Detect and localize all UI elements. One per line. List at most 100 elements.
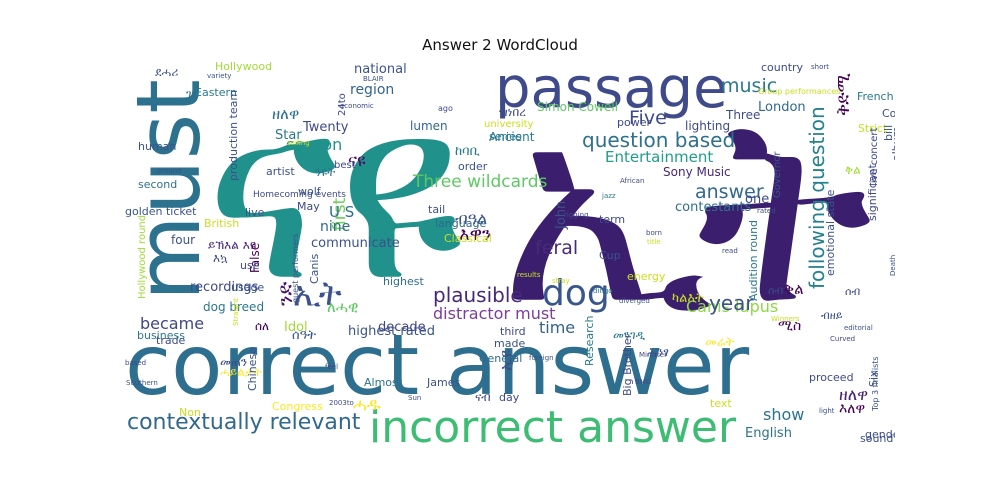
word-132: text xyxy=(710,397,732,410)
word-66: እዋን xyxy=(459,224,492,245)
word-99: language xyxy=(435,217,487,230)
word-41: dog breed xyxy=(203,300,265,314)
word-147: Death xyxy=(889,254,895,276)
word-56: ለሓዊ xyxy=(327,298,359,316)
word-84: British xyxy=(204,217,240,230)
word-35: U S xyxy=(329,203,355,221)
word-160: around xyxy=(157,167,182,175)
word-93: Congress xyxy=(272,400,323,413)
word-114: Research xyxy=(583,315,596,366)
word-92: Non xyxy=(179,406,201,419)
word-16: Entertainment xyxy=(605,148,714,166)
word-110: Almost xyxy=(364,376,403,389)
word-121: Governor xyxy=(772,151,783,198)
word-62: መሬት xyxy=(705,335,735,350)
word-78: ገዛ xyxy=(186,87,199,101)
word-18: time xyxy=(539,318,576,337)
word-148: dingo xyxy=(593,287,613,295)
word-150: African xyxy=(620,177,645,185)
word-153: BLAIR xyxy=(363,75,384,83)
word-134: Hollywood round xyxy=(137,214,148,299)
word-42: recordings xyxy=(190,280,259,295)
word-172: selling xyxy=(287,139,310,147)
word-154: variety xyxy=(207,72,232,80)
word-143: diverged xyxy=(619,297,650,305)
word-49: Sony Music xyxy=(663,165,731,179)
word-3: passage xyxy=(495,61,728,121)
word-64: መንገዲ xyxy=(613,328,646,342)
word-5: incorrect answer xyxy=(369,402,737,447)
word-155: short xyxy=(811,63,829,71)
word-175: ሰብ xyxy=(845,285,861,298)
word-89: trade xyxy=(156,334,186,347)
word-171: Winners xyxy=(771,315,800,323)
word-38: Idol xyxy=(284,320,308,335)
word-86: live xyxy=(245,206,265,219)
word-116: country xyxy=(761,61,804,74)
word-145: editorial xyxy=(844,324,873,332)
word-127: Audition round xyxy=(747,219,760,301)
word-39: decade xyxy=(378,320,426,335)
word-104: term xyxy=(599,213,626,226)
word-144: Minister xyxy=(639,351,667,359)
word-2: correct answer xyxy=(125,316,750,414)
word-58: ሚስ xyxy=(778,318,802,334)
word-164: based xyxy=(125,359,147,367)
word-57: ሰለ xyxy=(255,319,270,333)
word-170: results xyxy=(517,271,541,279)
word-174: ሰብ xyxy=(768,284,784,297)
word-109: General xyxy=(479,352,523,365)
word-100: Classical xyxy=(444,232,492,245)
word-94: artist xyxy=(266,165,295,178)
word-11: ኢት xyxy=(293,274,342,314)
word-108: made xyxy=(494,337,526,350)
word-20: Five xyxy=(629,107,667,129)
word-52: lumen xyxy=(410,119,448,133)
word-72: ይኽእል እዩ xyxy=(208,238,256,252)
word-55: ሰዓት xyxy=(292,328,317,343)
word-73: እኳ xyxy=(213,251,228,265)
word-51: Simon Cowell xyxy=(537,100,618,114)
word-71: ናብ xyxy=(475,390,491,404)
word-168: Straight xyxy=(232,298,240,326)
word-96: May xyxy=(297,200,320,213)
word-1: ኢት xyxy=(500,61,873,362)
word-53: lighting xyxy=(685,119,731,133)
word-119: Strict xyxy=(858,122,888,135)
word-23: feral xyxy=(535,237,579,259)
word-152: economic xyxy=(340,102,374,110)
word-88: usage xyxy=(231,281,265,294)
word-98: tail xyxy=(428,203,446,216)
word-159: rated xyxy=(757,207,776,215)
word-130: gender xyxy=(865,428,895,441)
word-83: golden ticket xyxy=(125,205,197,218)
word-48: contestants xyxy=(675,200,752,215)
word-91: Chinese xyxy=(246,347,259,391)
word-22: season xyxy=(286,135,343,154)
word-90: business xyxy=(137,329,185,342)
word-54: ሓዱ xyxy=(353,395,381,415)
word-126: significant xyxy=(866,164,879,221)
word-77: ደሓሪ xyxy=(155,65,179,79)
word-140: Group performances xyxy=(758,87,841,96)
word-29: ዘለዋ xyxy=(839,385,869,404)
word-157: born xyxy=(646,229,662,237)
word-169: stray xyxy=(552,277,570,285)
word-105: Cup xyxy=(599,249,621,262)
word-cloud: ናዩ ኢት correct answer passage must incorrect a… xyxy=(125,61,895,446)
word-80: Eastern xyxy=(195,86,237,99)
word-13: Three wildcards xyxy=(413,172,548,192)
word-43: four xyxy=(171,233,196,247)
word-95: wolf xyxy=(298,185,321,198)
word-27: ዘለዋ xyxy=(272,105,300,123)
word-25: ናዩ xyxy=(348,151,366,171)
word-21: music xyxy=(721,75,778,97)
word-15: Canis lupus xyxy=(686,297,779,316)
word-166: BMG xyxy=(635,378,652,386)
word-176: ብዘይ xyxy=(821,309,843,322)
word-7: contextually relevant xyxy=(127,410,361,435)
word-146: Curved xyxy=(830,335,856,343)
word-135: highest xyxy=(383,275,424,288)
word-68: ዝነበረ xyxy=(499,105,526,119)
word-173: title xyxy=(647,238,661,246)
